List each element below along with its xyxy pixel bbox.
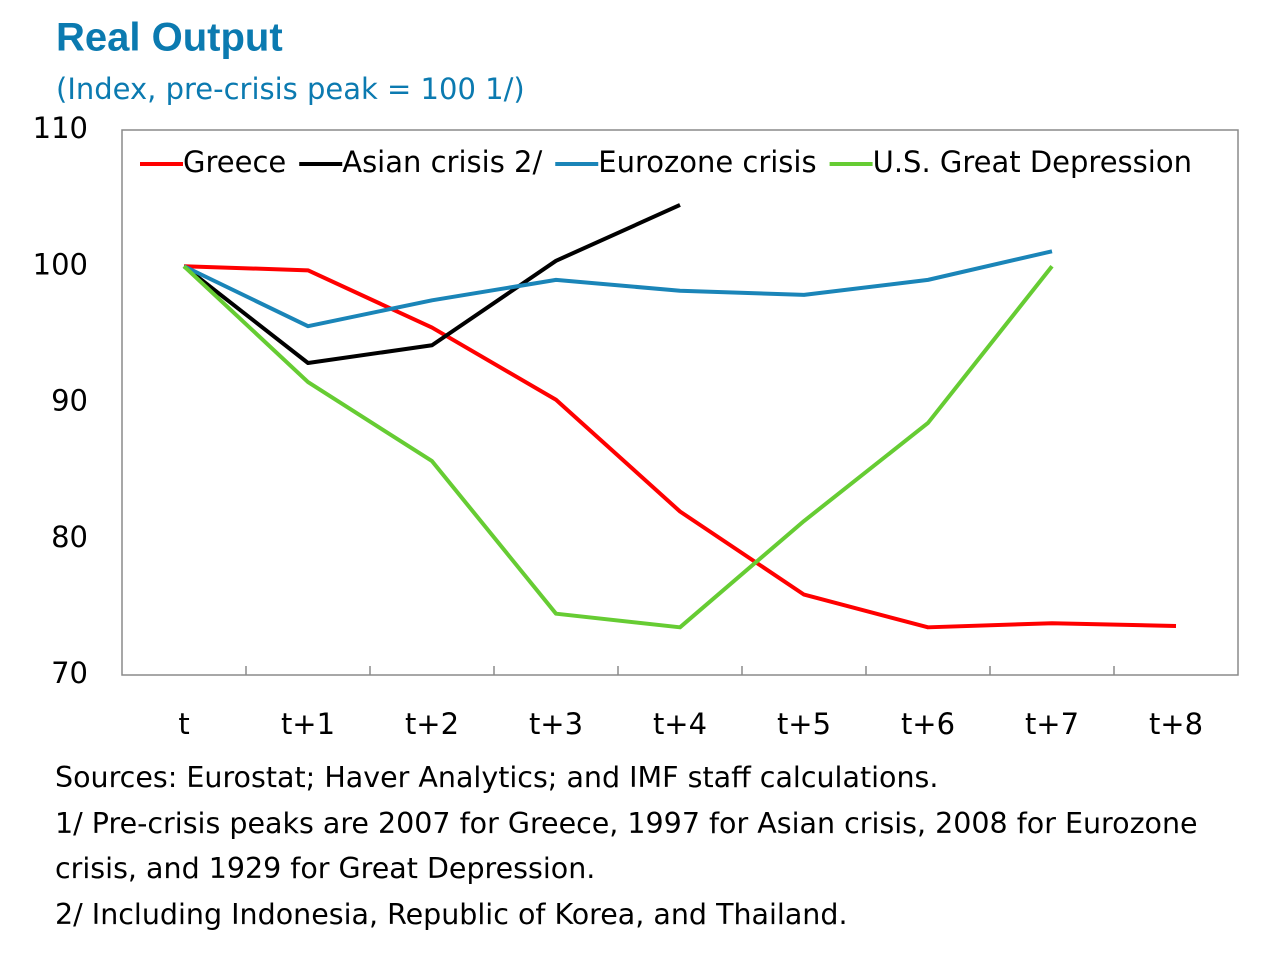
x-tick-label: t+8 [1149, 707, 1203, 741]
y-tick-label: 90 [51, 384, 88, 418]
y-tick-label: 70 [51, 656, 88, 690]
x-tick-label: t+4 [653, 707, 707, 741]
plot-area [121, 129, 1239, 676]
x-tick-label: t [178, 707, 189, 741]
legend-label: Greece [183, 145, 286, 179]
x-tick-label: t+5 [777, 707, 831, 741]
x-tick-label: t+7 [1025, 707, 1079, 741]
notes: Sources: Eurostat; Haver Analytics; and … [55, 755, 1270, 937]
note: 1/ Pre-crisis peaks are 2007 for Greece,… [55, 806, 1198, 886]
legend-label: Asian crisis 2/ [342, 145, 542, 179]
y-tick-label: 110 [33, 111, 88, 145]
series-line [182, 203, 681, 365]
note: Sources: Eurostat; Haver Analytics; and … [55, 761, 939, 794]
x-tick-label: t+3 [529, 707, 583, 741]
x-tick-label: t+1 [281, 707, 335, 741]
series-line [183, 264, 1177, 630]
chart-title: Real Output [56, 16, 283, 60]
chart: Real Output (Index, pre-crisis peak = 10… [33, 16, 1239, 741]
series-line [183, 249, 1053, 329]
series-line [182, 264, 1054, 630]
x-tick-label: t+6 [901, 707, 955, 741]
y-tick-label: 100 [33, 247, 88, 281]
x-tick-label: t+2 [405, 707, 459, 741]
note: 2/ Including Indonesia, Republic of Kore… [55, 897, 848, 931]
legend-label: U.S. Great Depression [873, 145, 1192, 179]
y-tick-label: 80 [51, 520, 88, 554]
legend-label: Eurozone crisis [598, 145, 816, 179]
chart-subtitle: (Index, pre-crisis peak = 100 1/) [56, 72, 525, 106]
